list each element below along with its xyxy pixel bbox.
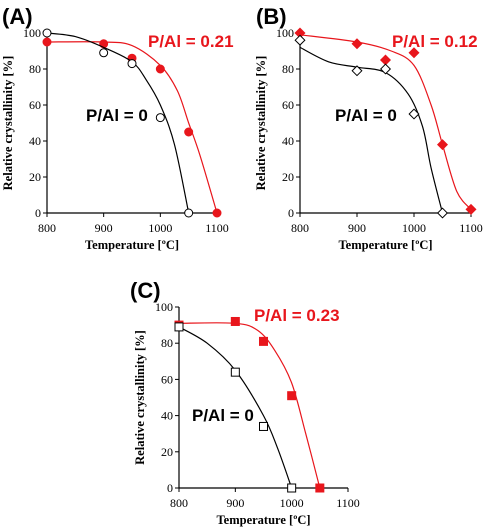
chart-panel-3: (C) 0 20 40 60 80 100 800 900 1000 1100 Temperature…: [130, 278, 360, 527]
data-point: [294, 34, 306, 46]
data-point: [230, 367, 240, 377]
y-tick-label: 40: [161, 409, 173, 423]
series-label: P/Al = 0: [86, 106, 148, 125]
data-point: [287, 391, 297, 401]
x-tick-label: 900: [226, 496, 244, 510]
x-axis-title: Temperature [ºC]: [338, 238, 432, 252]
y-tick-label: 100: [23, 26, 41, 40]
data-point: [174, 322, 184, 332]
chart-panel-1: (A) 0 20 40 60 80 100 800 900 1000 1100 Temperature…: [1, 4, 234, 252]
x-tick-label: 900: [95, 221, 113, 235]
x-tick-label: 800: [38, 221, 56, 235]
data-point: [379, 54, 392, 66]
panel-label: (C): [130, 278, 161, 303]
series-black: [174, 322, 297, 493]
data-point: [351, 65, 363, 77]
x-tick-label: 1000: [148, 221, 172, 235]
x-tick-label: 800: [170, 496, 188, 510]
data-point: [408, 47, 420, 59]
y-tick-label: 80: [29, 62, 41, 76]
series-label: P/Al = 0: [335, 106, 397, 125]
y-axis-title: Relative crystallinity [%]: [1, 56, 15, 191]
data-point: [351, 38, 363, 50]
series-black: [294, 34, 449, 219]
series-black: [42, 28, 194, 218]
x-tick-label: 1100: [205, 221, 229, 235]
x-tick-label: 1100: [459, 221, 483, 235]
data-point: [212, 208, 222, 218]
data-point: [230, 316, 240, 326]
y-tick-label: 80: [161, 336, 173, 350]
series-label: P/Al = 0.12: [392, 32, 478, 51]
data-point: [155, 113, 165, 123]
data-point: [436, 207, 449, 219]
x-axis-title: Temperature [ºC]: [85, 238, 179, 252]
data-point: [259, 336, 268, 346]
y-tick-label: 60: [282, 98, 294, 112]
data-point: [155, 64, 165, 74]
data-point: [287, 483, 297, 493]
data-point: [315, 483, 325, 493]
y-tick-label: 40: [282, 134, 294, 148]
y-tick-label: 60: [161, 372, 173, 386]
y-tick-label: 80: [282, 62, 294, 76]
data-point: [465, 203, 477, 215]
data-point: [184, 127, 194, 137]
data-point: [99, 48, 109, 58]
y-tick-label: 100: [155, 300, 173, 314]
y-axis-title: Relative crystallinity [%]: [254, 56, 268, 191]
series-label: P/Al = 0: [192, 406, 254, 425]
x-tick-label: 1100: [336, 496, 360, 510]
data-point: [408, 108, 420, 120]
series-line: [299, 46, 444, 214]
y-tick-label: 20: [161, 445, 173, 459]
x-tick-label: 800: [291, 221, 309, 235]
data-point: [42, 28, 52, 38]
series-label: P/Al = 0.21: [148, 32, 234, 51]
series-line: [178, 326, 293, 489]
series-red: [42, 37, 222, 218]
y-tick-label: 0: [288, 206, 294, 220]
data-point: [184, 208, 194, 218]
x-tick-label: 1000: [280, 496, 304, 510]
x-axis-title: Temperature [ºC]: [216, 513, 310, 527]
data-point: [42, 37, 52, 47]
y-tick-label: 60: [29, 98, 41, 112]
y-axis-title: Relative crystallinity [%]: [133, 330, 147, 465]
data-point: [127, 59, 137, 69]
data-point: [436, 139, 449, 151]
y-tick-label: 100: [276, 26, 294, 40]
chart-panel-2: (B) 0 20 40 60 80 100 800 900 1000 1100 Temperature…: [254, 4, 483, 252]
panel-label: (A): [2, 4, 33, 29]
y-tick-label: 20: [282, 170, 294, 184]
x-tick-label: 1000: [402, 221, 426, 235]
y-tick-label: 0: [35, 206, 41, 220]
series-label: P/Al = 0.23: [254, 306, 340, 325]
series-line: [46, 32, 190, 214]
data-point: [379, 63, 392, 75]
x-tick-label: 900: [348, 221, 366, 235]
series-red: [174, 316, 325, 493]
series-red: [294, 27, 477, 215]
data-point: [259, 421, 268, 431]
y-tick-label: 40: [29, 134, 41, 148]
panel-label: (B): [256, 4, 287, 29]
y-tick-label: 0: [167, 481, 173, 495]
y-tick-label: 20: [29, 170, 41, 184]
